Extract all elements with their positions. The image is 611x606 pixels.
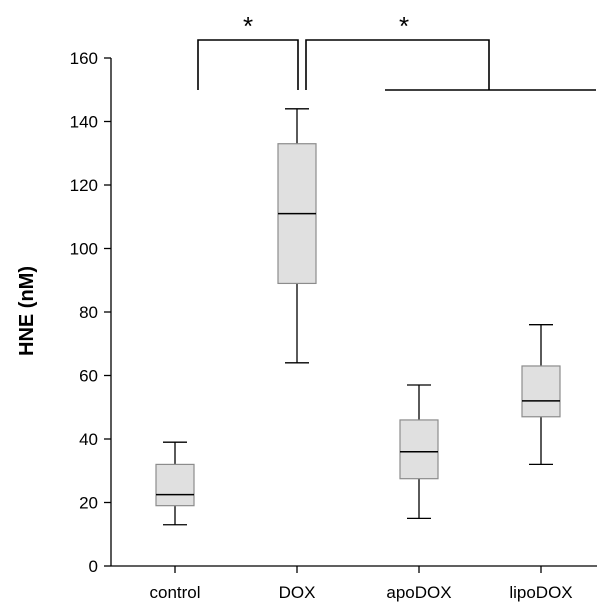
x-tick-label: lipoDOX bbox=[509, 583, 572, 602]
y-tick-label: 140 bbox=[70, 113, 98, 132]
x-axis: control DOX apoDOX lipoDOX bbox=[111, 565, 597, 602]
y-tick-label: 20 bbox=[79, 494, 98, 513]
significance-bracket-control-dox bbox=[197, 39, 299, 90]
x-tick-label: control bbox=[149, 583, 200, 602]
y-ticks: 0 20 40 60 80 100 120 140 160 bbox=[70, 49, 111, 576]
x-ticks: control DOX apoDOX lipoDOX bbox=[149, 566, 573, 602]
y-axis-label: HNE (nM) bbox=[16, 266, 38, 356]
iqr-box bbox=[521, 365, 561, 418]
y-tick-label: 0 bbox=[89, 557, 98, 576]
y-tick-label: 160 bbox=[70, 49, 98, 68]
y-tick-label: 80 bbox=[79, 303, 98, 322]
box-series bbox=[155, 108, 561, 526]
y-tick-label: 40 bbox=[79, 430, 98, 449]
box-control bbox=[155, 441, 195, 526]
y-tick-label: 120 bbox=[70, 176, 98, 195]
significance-star: * bbox=[399, 11, 409, 41]
box-lipoDOX bbox=[521, 324, 561, 466]
y-tick-label: 60 bbox=[79, 367, 98, 386]
x-tick-label: apoDOX bbox=[386, 583, 451, 602]
significance-star: * bbox=[243, 11, 253, 41]
box-DOX bbox=[277, 108, 317, 364]
iqr-box bbox=[155, 463, 195, 507]
y-tick-label: 100 bbox=[70, 240, 98, 259]
y-axis: 0 20 40 60 80 100 120 140 160 bbox=[70, 49, 112, 576]
x-tick-label: DOX bbox=[279, 583, 316, 602]
box-apoDOX bbox=[399, 384, 439, 520]
significance-bracket-dox-treatments bbox=[305, 39, 490, 90]
iqr-box bbox=[399, 419, 439, 480]
significance-annotations: * * bbox=[197, 11, 596, 91]
